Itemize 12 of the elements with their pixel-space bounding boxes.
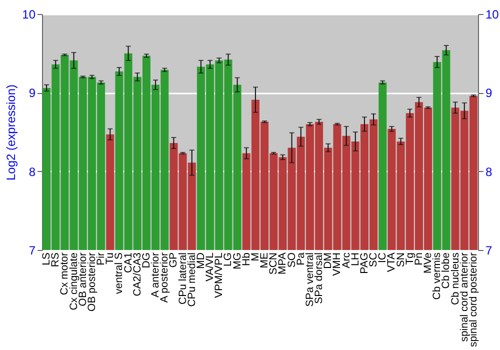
y2-tick-label: 8 bbox=[486, 164, 492, 179]
x-tick-label: MVe bbox=[422, 252, 434, 274]
x-tick-label: RS bbox=[50, 252, 62, 268]
y-tick-label: 10 bbox=[22, 8, 36, 22]
y2-tick-label: 9 bbox=[486, 86, 492, 100]
y2-tick-label: 10 bbox=[486, 8, 500, 22]
y-tick-label: 9 bbox=[28, 86, 36, 100]
y2-tick-label: 7 bbox=[486, 244, 492, 258]
y-tick-label: 8 bbox=[28, 164, 36, 179]
x-tick-label: LG bbox=[222, 252, 234, 267]
y-tick-label: 7 bbox=[28, 244, 36, 258]
y-axis-title: Log2 (expression) bbox=[4, 84, 18, 181]
